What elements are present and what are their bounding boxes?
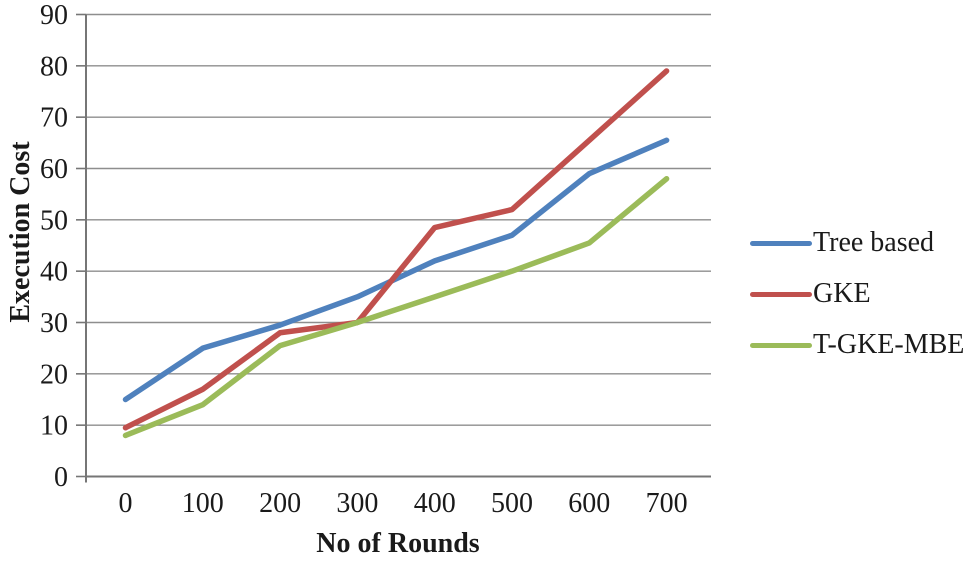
- series-line-t-gke-mbe: [122, 176, 670, 439]
- x-axis-title: No of Rounds: [316, 528, 480, 559]
- y-tick-label: 20: [40, 359, 68, 390]
- y-tick-label: 80: [40, 51, 68, 82]
- y-tick-label: 70: [40, 103, 68, 134]
- legend-item-tree-based: Tree based: [750, 226, 964, 260]
- x-tick-label: 400: [414, 488, 456, 519]
- x-tick-label: 200: [259, 488, 301, 519]
- legend-label-t-gke-mbe: T-GKE-MBE: [813, 329, 965, 360]
- x-tick-label: 300: [336, 488, 378, 519]
- legend-swatch-tree-based: [750, 240, 812, 246]
- legend-swatch-t-gke-mbe: [750, 342, 812, 348]
- y-tick-label: 10: [40, 411, 68, 442]
- legend-label-gke: GKE: [813, 278, 871, 309]
- y-axis-title: Execution Cost: [5, 141, 36, 323]
- y-tick-label: 60: [40, 154, 68, 185]
- y-tick-label: 30: [40, 308, 68, 339]
- x-tick-label: 600: [568, 488, 610, 519]
- legend-label-tree-based: Tree based: [813, 227, 935, 258]
- y-tick-label: 50: [40, 205, 68, 236]
- legend-item-t-gke-mbe: T-GKE-MBE: [750, 328, 964, 362]
- x-tick-label: 500: [491, 488, 533, 519]
- x-tick-label: 0: [119, 488, 133, 519]
- series-line-tree-based: [122, 137, 670, 403]
- y-tick-label: 40: [40, 257, 68, 288]
- y-tick-label: 90: [40, 0, 68, 31]
- x-tick-label: 700: [646, 488, 688, 519]
- legend-item-gke: GKE: [750, 277, 964, 311]
- series-line-gke: [122, 68, 670, 431]
- x-tick-label: 100: [182, 488, 224, 519]
- chart-legend: Tree based GKE T-GKE-MBE: [750, 226, 964, 379]
- legend-swatch-gke: [750, 291, 812, 297]
- y-tick-label: 0: [54, 462, 68, 493]
